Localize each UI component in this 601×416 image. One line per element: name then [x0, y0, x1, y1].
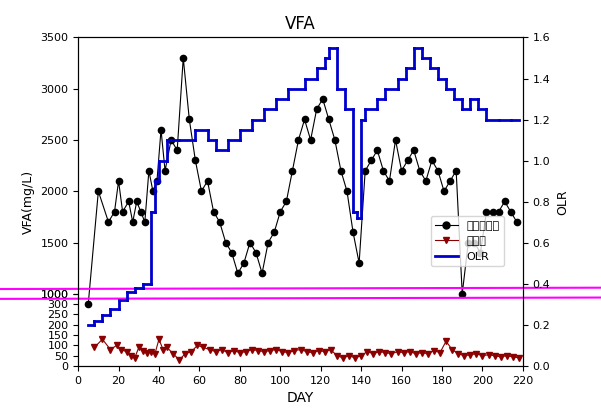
Legend: 유입등폐수, 유출수, OLR: 유입등폐수, 유출수, OLR — [431, 216, 504, 266]
Y-axis label: VFA(mg/L): VFA(mg/L) — [22, 170, 35, 234]
Title: VFA: VFA — [285, 15, 316, 33]
X-axis label: DAY: DAY — [287, 391, 314, 405]
Y-axis label: OLR: OLR — [556, 189, 569, 215]
